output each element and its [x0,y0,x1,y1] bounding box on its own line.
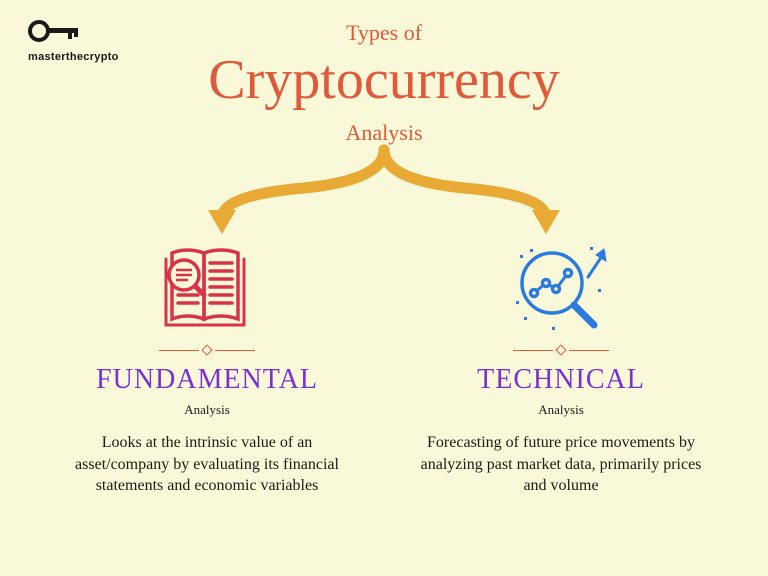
brand-name: masterthecrypto [28,51,119,63]
key-icon [28,18,119,49]
divider [411,346,711,354]
technical-title: TECHNICAL [411,364,711,396]
divider [57,346,357,354]
fundamental-description: Looks at the intrinsic value of an asset… [57,432,357,497]
technical-subtitle: Analysis [411,402,711,418]
technical-description: Forecasting of future price movements by… [411,432,711,497]
book-magnifier-icon [57,238,357,338]
analysis-columns: FUNDAMENTAL Analysis Looks at the intrin… [0,238,768,497]
brand-logo: masterthecrypto [28,18,119,63]
fundamental-column: FUNDAMENTAL Analysis Looks at the intrin… [57,238,357,497]
fundamental-title: FUNDAMENTAL [57,364,357,396]
technical-column: TECHNICAL Analysis Forecasting of future… [411,238,711,497]
chart-magnifier-icon [411,238,711,338]
fundamental-subtitle: Analysis [57,402,357,418]
split-arrow [174,140,594,240]
